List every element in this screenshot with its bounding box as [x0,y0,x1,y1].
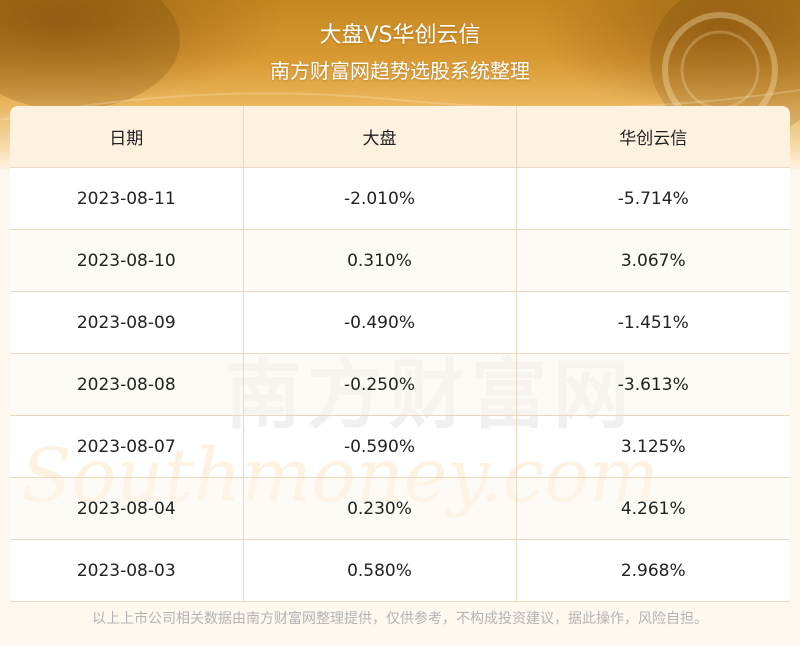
cell-stock-change: -1.451% [516,291,790,354]
cell-market-change: -0.590% [243,415,517,478]
comparison-table: 日期 大盘 华创云信 2023-08-11 -2.010% -5.714% 20… [10,106,790,602]
table-header-row: 日期 大盘 华创云信 [10,106,790,168]
cell-date: 2023-08-04 [10,477,244,540]
cell-stock-change: -3.613% [516,353,790,416]
cell-market-change: -0.250% [243,353,517,416]
page-title: 大盘VS华创云信 [319,23,481,48]
cell-date: 2023-08-10 [10,229,244,292]
banner-decoration [0,0,800,140]
cell-stock-change: -5.714% [516,167,790,230]
cell-stock-change: 3.067% [516,229,790,292]
table-row: 2023-08-09 -0.490% -1.451% [10,291,790,354]
table-row: 2023-08-07 -0.590% 3.125% [10,415,790,478]
cell-market-change: 0.580% [243,539,517,602]
table-row: 2023-08-08 -0.250% -3.613% [10,353,790,416]
column-header-date: 日期 [10,106,244,168]
column-header-stock: 华创云信 [516,106,790,168]
cell-date: 2023-08-03 [10,539,244,602]
cell-market-change: -0.490% [243,291,517,354]
cell-market-change: -2.010% [243,167,517,230]
table-row: 2023-08-04 0.230% 4.261% [10,477,790,540]
cell-market-change: 0.230% [243,477,517,540]
table-row: 2023-08-10 0.310% 3.067% [10,229,790,292]
column-header-market: 大盘 [243,106,517,168]
table-row: 2023-08-11 -2.010% -5.714% [10,167,790,230]
disclaimer-text: 以上上市公司相关数据由南方财富网整理提供，仅供参考，不构成投资建议，据此操作，风… [92,611,708,627]
header-banner: 大盘VS华创云信 南方财富网趋势选股系统整理 [0,0,800,170]
cell-date: 2023-08-11 [10,167,244,230]
cell-stock-change: 4.261% [516,477,790,540]
cell-stock-change: 2.968% [516,539,790,602]
cell-date: 2023-08-09 [10,291,244,354]
cell-market-change: 0.310% [243,229,517,292]
cell-date: 2023-08-07 [10,415,244,478]
cell-stock-change: 3.125% [516,415,790,478]
cell-date: 2023-08-08 [10,353,244,416]
table-row: 2023-08-03 0.580% 2.968% [10,539,790,602]
page-subtitle: 南方财富网趋势选股系统整理 [270,59,530,83]
comparison-table-card: 南方财富网 Southmoney.com 日期 大盘 华创云信 2023-08-… [10,106,790,602]
